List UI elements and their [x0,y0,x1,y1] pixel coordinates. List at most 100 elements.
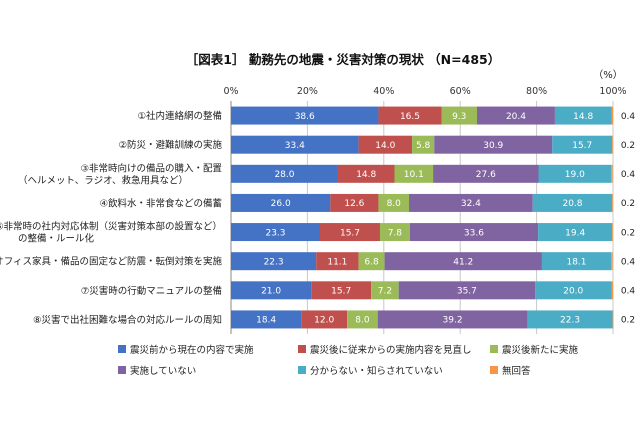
bar-segment [538,223,613,242]
x-tick-label: 0% [223,86,238,97]
bar-segment [611,252,613,271]
bar-segment [394,164,434,183]
data-label: 16.5 [400,112,420,122]
data-label: 38.6 [295,112,315,122]
category-label: ⑥オフィス家具・備品の固定など防震・転倒対策を実施 [0,256,222,268]
bar-segment [379,223,410,242]
bar-segment [412,135,435,154]
data-label: 41.2 [453,257,473,267]
bar-segment [612,135,614,154]
bar-segment [611,281,613,300]
chart-title: ［図表1］ 勤務先の地震・災害対策の現状 （N=485） [186,52,500,67]
data-label-no-answer: 0.2 [621,228,635,238]
data-label: 12.0 [314,316,334,326]
unit-label: （%） [593,69,623,81]
legend-label: 無回答 [502,365,531,377]
data-label: 21.0 [261,287,281,297]
bar-segment [316,252,359,271]
data-label: 30.9 [483,141,503,151]
data-label: 5.8 [416,141,431,151]
data-label: 14.8 [573,112,593,122]
data-label: 15.7 [331,287,351,297]
bar-segment [477,106,555,125]
bar-segment [231,164,338,183]
category-label: ⑤非常時の社内対応体制（災害対策本部の設置など） [0,221,222,233]
data-label: 15.7 [572,141,592,151]
category-label: ④飲料水・非常食などの備蓄 [99,197,222,209]
data-label: 7.8 [388,228,403,238]
data-label: 7.2 [378,287,392,297]
bar-segment [337,164,395,183]
data-label: 14.0 [375,141,395,151]
bar-segment [231,193,331,212]
bar-segment [611,164,613,183]
bar-segment [409,193,533,212]
data-label: 32.4 [461,199,481,209]
category-label-line2: （ヘルメット、ラジオ、救急用具など） [18,174,188,186]
bar-segment [532,193,613,212]
data-label-no-answer: 0.2 [621,199,635,209]
legend-swatch [298,366,306,374]
data-label: 6.8 [364,257,379,267]
bar-segment [320,223,380,242]
bar-segment [612,310,614,329]
data-label-no-answer: 0.4 [621,257,636,267]
category-labels: ①社内連絡網の整備 ②防災・避難訓練の実施 ③非常時向けの備品の購入・配置（ヘルメッ… [0,110,222,326]
data-label: 19.4 [565,228,585,238]
category-label: ⑦災害時の行動マニュアルの整備 [81,285,222,297]
data-label: 20.8 [562,199,582,209]
data-label: 9.3 [452,112,466,122]
bar-segment [231,281,312,300]
bar-segment [347,310,378,329]
legend-label: 実施していない [130,365,196,377]
category-label: ③非常時向けの備品の購入・配置 [80,162,222,174]
bar-segment [378,106,442,125]
bar-segment [612,223,614,242]
data-label: 11.1 [327,257,347,267]
bars: 38.6 16.5 9.3 20.4 14.8 0.4 33.4 14.0 5.8 30.9 15.… [231,106,636,329]
category-label: ②防災・避難訓練の実施 [118,139,222,151]
bar-segment [538,164,612,183]
data-label: 20.0 [563,287,583,297]
x-tick-label: 60% [450,86,471,97]
x-axis-ticks: 0% 20% 40% 60% 80% 100% [223,86,626,97]
bar-segment [377,310,528,329]
bar-segment [384,252,542,271]
data-label: 14.8 [356,170,376,180]
bar-segment [612,193,614,212]
legend-label: 震災後に従来からの実施内容を見直し [310,344,472,356]
data-label: 26.0 [271,199,291,209]
bar-segment [611,106,613,125]
data-label: 15.7 [340,228,360,238]
bar-segment [301,310,348,329]
data-label: 10.1 [404,170,424,180]
bar-segment [554,106,612,125]
category-label: ①社内連絡網の整備 [137,110,222,122]
bar-segment [433,164,539,183]
bar-segment [231,252,317,271]
bar-segment [527,310,613,329]
bar-segment [231,310,302,329]
legend-swatch [118,345,126,353]
data-label-no-answer: 0.2 [621,316,635,326]
bar-segment [371,281,399,300]
bar-segment [535,281,612,300]
legend-swatch [298,345,306,353]
bar-segment [378,193,410,212]
data-label-no-answer: 0.4 [621,112,636,122]
data-label: 22.3 [264,257,284,267]
legend-swatch [490,345,498,353]
legend-label: 分からない・知らされていない [310,365,443,377]
bar-segment [552,135,613,154]
category-label-line2: の整備・ルール化 [18,233,95,245]
legend-label: 震災前から現在の内容で実施 [130,344,254,356]
x-tick-label: 100% [599,86,626,97]
data-label: 19.0 [565,170,585,180]
data-label: 18.4 [256,316,276,326]
legend-swatch [490,366,498,374]
bar-segment [358,252,385,271]
data-label: 8.0 [387,199,402,209]
legend-swatch [118,366,126,374]
data-label: 35.7 [457,287,477,297]
